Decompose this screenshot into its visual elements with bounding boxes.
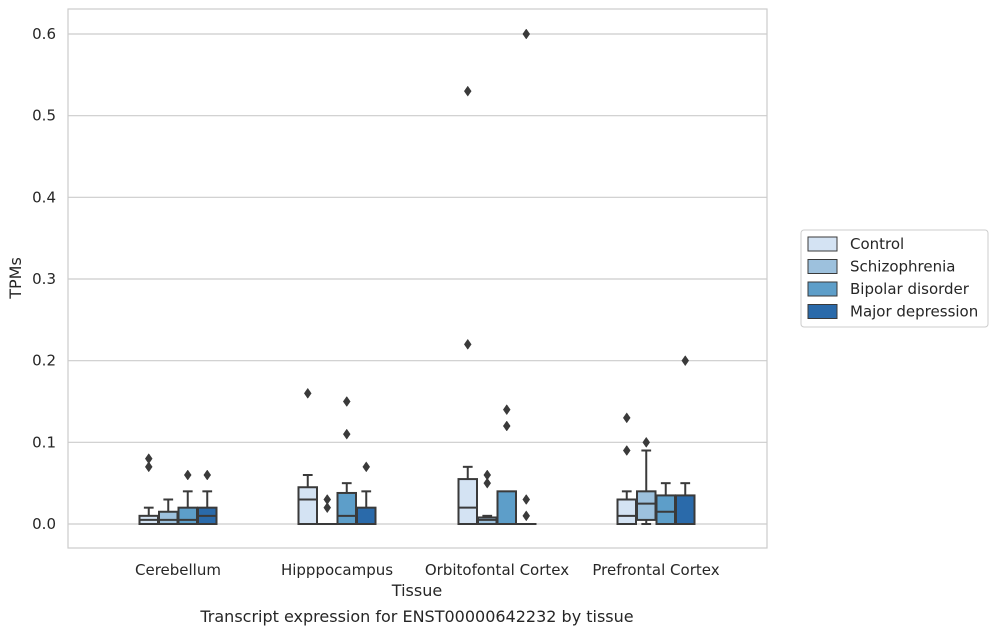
legend-frame	[800, 229, 989, 328]
box-2-2	[496, 404, 517, 526]
outlier-point	[502, 404, 511, 416]
legend-swatch-0	[807, 236, 838, 252]
outlier-point	[362, 461, 371, 473]
box-3-3	[675, 355, 696, 525]
outlier-point	[642, 436, 651, 448]
box-iqr	[158, 510, 179, 525]
box-iqr	[616, 498, 637, 525]
box-1-3	[636, 436, 657, 525]
outlier-point	[483, 469, 492, 481]
box-0-0	[138, 453, 159, 525]
x-tick-label: Orbitofontal Cortex	[425, 561, 569, 579]
outlier-point	[522, 494, 531, 505]
gridlines	[68, 33, 767, 525]
box-1-2	[477, 469, 498, 526]
box-iqr	[356, 506, 377, 525]
chart-caption: Transcript expression for ENST0000064223…	[199, 607, 633, 626]
outlier-point	[203, 469, 212, 481]
y-axis-label: TPMs	[6, 257, 25, 300]
x-tick-label: Cerebellum	[135, 561, 221, 579]
legend: Control Schizophrenia Bipolar disorder Majo…	[800, 229, 989, 328]
box-3-0	[197, 469, 218, 525]
box-3-1	[356, 461, 377, 525]
y-tick-label: 0.2	[32, 352, 56, 370]
outlier-point	[342, 396, 351, 407]
outlier-point	[303, 387, 312, 399]
outlier-point	[522, 28, 531, 40]
box-0-2	[457, 85, 478, 526]
legend-label: Control	[850, 235, 904, 253]
outlier-point	[323, 494, 332, 505]
outlier-point	[622, 412, 631, 424]
outlier-point	[183, 469, 192, 481]
y-tick-label: 0.4	[32, 188, 56, 206]
box-0-3	[616, 412, 637, 525]
y-tick-label: 0.5	[32, 107, 56, 125]
outlier-point	[483, 477, 492, 489]
outlier-point	[502, 420, 511, 432]
outlier-point	[622, 445, 631, 456]
box-2-1	[336, 396, 357, 526]
legend-label: Major depression	[850, 303, 978, 321]
outlier-point	[463, 338, 472, 350]
box-1-0	[158, 498, 179, 525]
outlier-point	[342, 428, 351, 440]
y-tick-labels: 0.0 0.1 0.2 0.3 0.4 0.5 0.6	[32, 25, 56, 533]
legend-swatch-3	[807, 304, 838, 319]
box-iqr	[336, 491, 357, 526]
box-iqr	[636, 490, 657, 521]
y-tick-label: 0.1	[32, 433, 56, 451]
legend-label: Bipolar disorder	[850, 280, 970, 298]
x-tick-label: Hipppocampus	[281, 561, 393, 579]
legend-swatch-1	[807, 259, 838, 274]
y-tick-label: 0.6	[32, 25, 56, 43]
outlier-point	[144, 453, 153, 465]
legend-label: Schizophrenia	[850, 258, 955, 276]
box-1-1	[317, 494, 338, 526]
legend-swatch-2	[807, 281, 838, 297]
box-0-1	[297, 387, 318, 525]
box-iqr	[675, 494, 696, 525]
outlier-point	[463, 85, 472, 97]
outlier-point	[681, 355, 690, 367]
box-iqr	[177, 506, 198, 525]
box-3-2	[516, 28, 537, 526]
box-iqr	[496, 490, 517, 526]
box-iqr	[655, 494, 676, 525]
outlier-point	[144, 461, 153, 473]
y-tick-label: 0.3	[32, 270, 56, 288]
box-iqr	[297, 486, 318, 525]
box-2-0	[177, 469, 198, 525]
outlier-point	[323, 502, 332, 514]
boxes	[138, 28, 696, 526]
box-2-3	[655, 482, 676, 525]
outlier-point	[522, 510, 531, 522]
x-tick-labels: Cerebellum Hipppocampus Orbitofontal Corte…	[135, 561, 720, 579]
plot-frame	[67, 8, 768, 549]
x-axis-label: Tissue	[391, 581, 442, 600]
y-tick-label: 0.0	[32, 515, 56, 533]
x-tick-label: Prefrontal Cortex	[592, 561, 719, 579]
box-iqr	[457, 478, 478, 526]
